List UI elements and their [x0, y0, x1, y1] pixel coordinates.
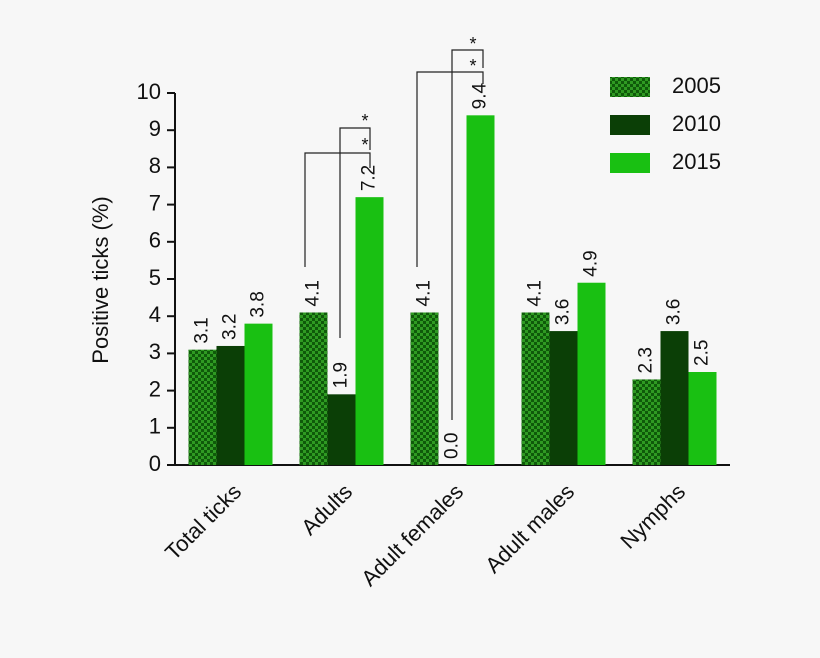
y-axis-label: Positive ticks (%) [88, 196, 113, 363]
y-tick-label: 2 [149, 376, 161, 401]
bar [466, 115, 495, 465]
y-tick-label: 9 [149, 116, 161, 141]
legend-swatch [610, 77, 650, 97]
value-label: 3.2 [220, 314, 241, 340]
value-label: 2.5 [692, 340, 713, 366]
value-label: 9.4 [470, 82, 491, 109]
bracket [451, 49, 484, 420]
y-tick-label: 1 [149, 414, 161, 439]
bar [327, 394, 356, 465]
bar [410, 312, 439, 465]
legend-label: 2015 [672, 149, 721, 174]
value-label: 1.9 [331, 362, 352, 388]
bar [216, 345, 245, 465]
significance: * [361, 135, 368, 155]
legend-swatch [610, 115, 650, 135]
y-tick-label: 7 [149, 190, 161, 215]
legend-label: 2010 [672, 111, 721, 136]
significance: * [469, 56, 476, 76]
bar [660, 331, 689, 465]
value-label: 3.1 [192, 317, 213, 343]
significance: * [469, 34, 476, 54]
value-label: 3.6 [664, 299, 685, 325]
y-tick-label: 8 [149, 153, 161, 178]
significance: * [361, 111, 368, 131]
y-tick-label: 10 [137, 79, 161, 104]
y-tick-label: 3 [149, 339, 161, 364]
legend-swatch [610, 153, 650, 173]
value-label: 0.0 [442, 433, 463, 459]
value-label: 3.8 [248, 291, 269, 317]
bracket [304, 152, 371, 267]
y-tick-label: 6 [149, 228, 161, 253]
value-label: 4.9 [581, 250, 602, 276]
value-label: 4.1 [414, 280, 435, 306]
bar [577, 282, 606, 465]
bar [632, 379, 661, 465]
y-tick-label: 0 [149, 451, 161, 476]
bracket [339, 127, 371, 338]
bar [549, 331, 578, 465]
bar [521, 312, 550, 465]
bracket [416, 71, 484, 267]
value-label: 3.6 [553, 299, 574, 325]
value-label: 7.2 [359, 165, 380, 191]
value-label: 4.1 [525, 280, 546, 306]
value-label: 2.3 [636, 347, 657, 373]
y-tick-label: 4 [149, 302, 161, 327]
bar [299, 312, 328, 465]
bar [188, 349, 217, 465]
legend-label: 2005 [672, 73, 721, 98]
bar [244, 323, 273, 465]
y-tick-label: 5 [149, 265, 161, 290]
bar [688, 372, 717, 465]
value-label: 4.1 [303, 280, 324, 306]
bar [355, 197, 384, 465]
